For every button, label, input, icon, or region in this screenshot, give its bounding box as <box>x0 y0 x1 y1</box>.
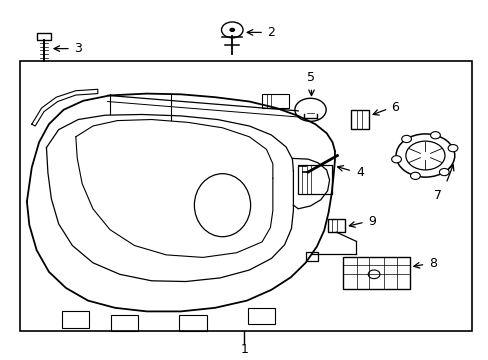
Bar <box>111 315 138 331</box>
Text: 5: 5 <box>307 71 315 84</box>
Circle shape <box>447 144 457 152</box>
Bar <box>62 311 89 328</box>
Bar <box>37 33 51 40</box>
Circle shape <box>294 98 325 121</box>
Bar <box>327 219 345 232</box>
Text: 7: 7 <box>433 189 441 202</box>
Bar <box>343 257 409 289</box>
Text: 1: 1 <box>240 343 248 356</box>
Circle shape <box>391 156 401 163</box>
Text: 9: 9 <box>367 215 375 228</box>
Circle shape <box>430 132 440 139</box>
Bar <box>20 61 471 331</box>
Circle shape <box>367 270 379 279</box>
Text: 6: 6 <box>390 101 398 114</box>
Bar <box>298 165 331 194</box>
Bar <box>350 110 368 129</box>
Circle shape <box>221 22 243 38</box>
Text: 3: 3 <box>74 42 82 55</box>
Circle shape <box>409 172 419 179</box>
Bar <box>261 94 288 108</box>
Bar <box>247 308 275 324</box>
Text: 2: 2 <box>267 26 275 39</box>
Circle shape <box>229 28 235 32</box>
Text: 4: 4 <box>355 166 363 179</box>
Text: 8: 8 <box>428 257 436 270</box>
Circle shape <box>395 134 454 177</box>
Circle shape <box>405 141 444 170</box>
Circle shape <box>401 135 410 143</box>
Bar <box>179 315 206 331</box>
Bar <box>305 252 318 261</box>
Circle shape <box>439 168 448 176</box>
